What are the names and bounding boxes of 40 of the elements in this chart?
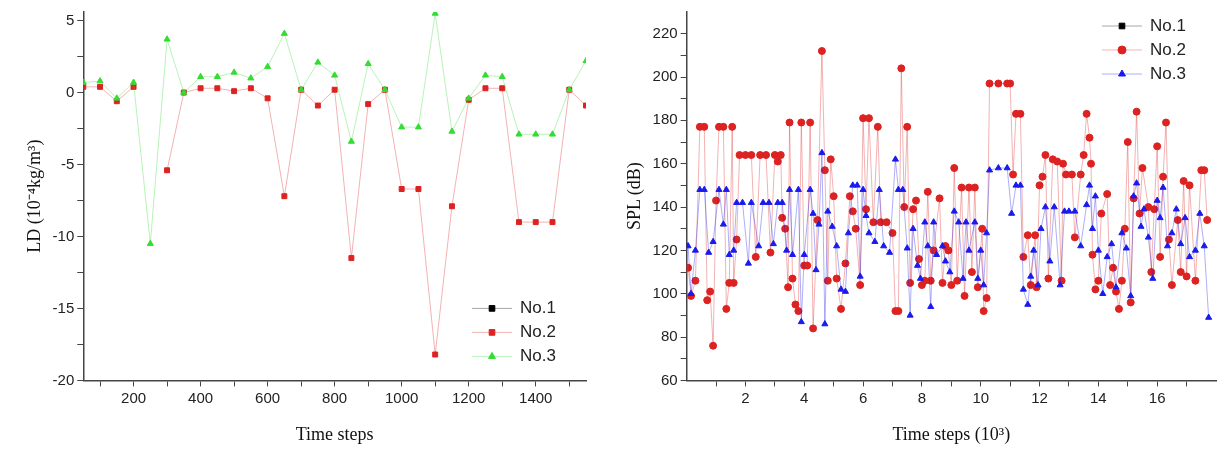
y-tick-label: -15 xyxy=(52,298,75,316)
x-tick-label: 12 xyxy=(1031,388,1048,406)
x-tick-label: 6 xyxy=(858,388,868,406)
x-tick-label: 800 xyxy=(322,388,348,406)
y-tick-label: -20 xyxy=(52,370,75,388)
y-tick-label: 180 xyxy=(652,110,678,128)
legend-label: No.1 xyxy=(1150,15,1186,35)
x-tick-label: 400 xyxy=(188,388,214,406)
x-tick-label: 14 xyxy=(1090,388,1107,406)
x-tick-label: 1000 xyxy=(384,388,419,406)
legend-label: No.3 xyxy=(1150,63,1186,83)
y-tick-label: -5 xyxy=(60,154,75,172)
y-axis-title: LD (10⁻⁴kg/m³) xyxy=(23,139,45,253)
y-tick-label: 80 xyxy=(660,327,678,345)
y-tick-label: 140 xyxy=(652,197,678,215)
y-tick-label: 220 xyxy=(652,23,678,41)
x-tick-label: 16 xyxy=(1148,388,1166,406)
y-tick-label: 60 xyxy=(660,370,678,388)
x-tick-label: 600 xyxy=(255,388,281,406)
y-tick-label: 100 xyxy=(652,283,678,301)
x-tick-label: 1200 xyxy=(452,388,486,406)
x-tick-label: 2 xyxy=(741,388,750,406)
x-axis-title: Time steps (10³) xyxy=(892,423,1011,445)
y-tick-label: 200 xyxy=(652,67,678,85)
x-tick-label: 200 xyxy=(121,388,147,406)
y-tick-label: 120 xyxy=(652,240,678,258)
y-tick-label: 160 xyxy=(652,153,678,171)
y-tick-label: 0 xyxy=(65,82,75,100)
y-axis-title: SPL (dB) xyxy=(623,162,645,231)
y-tick-label: 5 xyxy=(65,10,75,28)
legend-label: No.2 xyxy=(520,322,556,342)
x-tick-label: 1400 xyxy=(519,388,553,406)
y-tick-label: -10 xyxy=(52,226,75,244)
legend-label: No.2 xyxy=(1150,39,1186,59)
x-tick-label: 4 xyxy=(800,388,809,406)
legend-label: No.1 xyxy=(520,298,556,318)
x-tick-label: 8 xyxy=(917,388,927,406)
legend-label: No.3 xyxy=(520,346,556,366)
x-axis-title: Time steps xyxy=(295,423,374,444)
x-tick-label: 10 xyxy=(972,388,990,406)
